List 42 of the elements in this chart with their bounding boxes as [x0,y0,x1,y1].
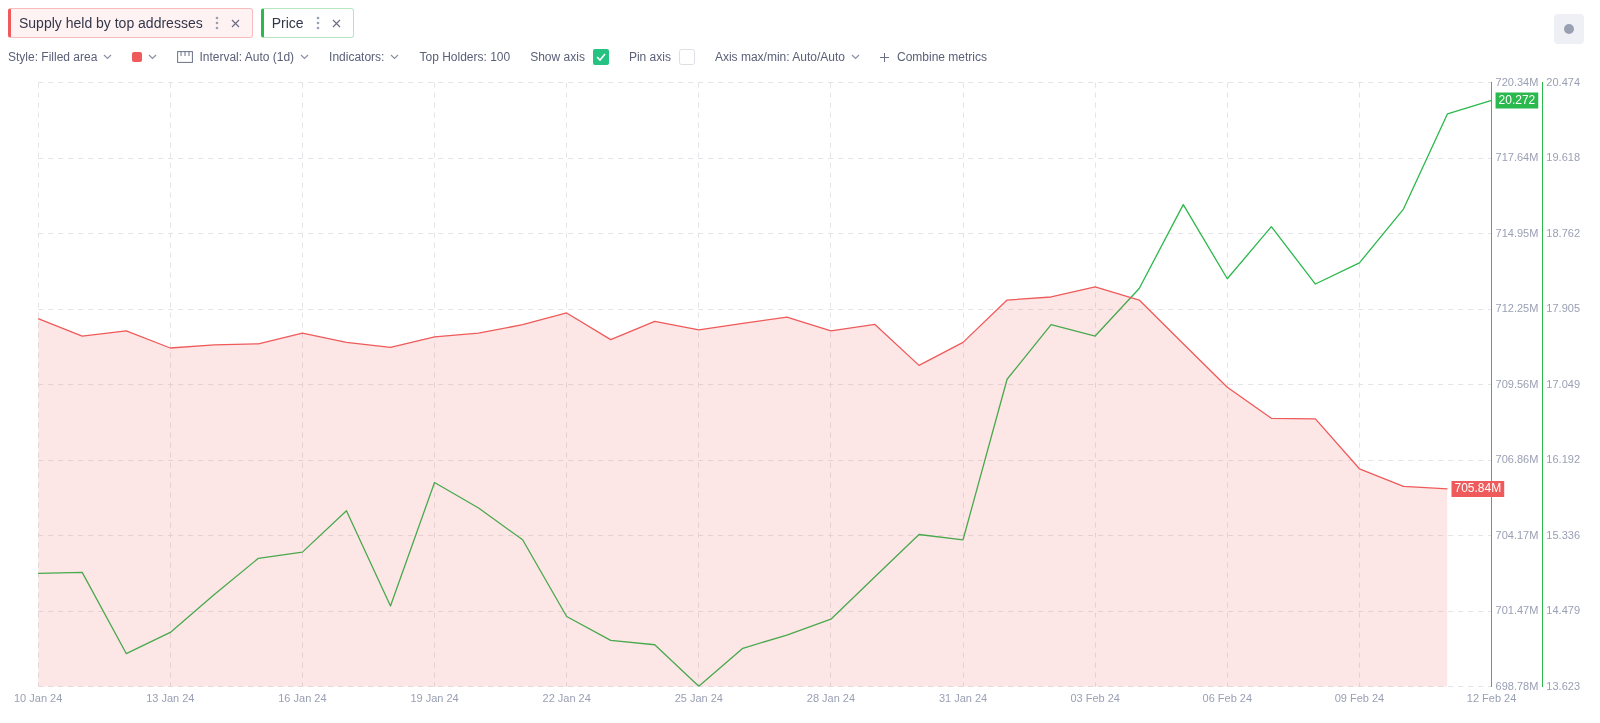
y2-tick-label: 19.618 [1546,151,1581,164]
y-tick-label: 720.34M [1495,75,1539,88]
x-tick-label: 28 Jan 24 [806,692,856,705]
text: Pin axis [628,50,671,64]
y-tick-label: 709.56M [1495,377,1539,390]
x-tick-label: 22 Jan 24 [542,692,591,705]
y2-tick-label: 18.762 [1546,226,1581,239]
y-tick-label: 714.95M [1495,226,1539,239]
text: Show axis [530,50,585,64]
x-tick-label: 03 Feb 24 [1070,692,1120,705]
text: Combine metrics [896,50,988,64]
y-tick-label: 706.86M [1495,453,1539,466]
x-tick-label: 12 Feb 24 [1466,692,1517,705]
x-tick-label: 10 Jan 24 [14,692,63,705]
x-tick-label: 19 Jan 24 [410,692,459,705]
x-tick-label: 09 Feb 24 [1334,692,1385,705]
text: Price [271,15,304,31]
y2-tick-label: 16.192 [1546,453,1581,466]
y2-tick-label: 13.623 [1546,679,1581,692]
x-tick-label: 06 Feb 24 [1202,692,1253,705]
y2-tick-label: 15.336 [1546,528,1581,541]
y-tick-label: 704.17M [1495,528,1539,541]
text: Top Holders: 100 [419,50,511,64]
x-tick-label: 25 Jan 24 [674,692,723,705]
text: Axis max/min: Auto/Auto [714,50,845,64]
data-label: 705.84M [1454,481,1502,496]
y-tick-label: 712.25M [1495,302,1539,315]
text: Style: Filled area [8,50,98,64]
x-tick-label: 16 Jan 24 [278,692,327,705]
y2-tick-label: 20.474 [1546,75,1581,88]
y-tick-label: 717.64M [1495,151,1539,164]
text: Interval: Auto (1d) [199,50,295,64]
text: Indicators: [329,50,385,64]
y-tick-label: 698.78M [1495,679,1539,692]
text: Supply held by top addresses [19,15,203,31]
data-label: 20.272 [1498,92,1536,107]
x-tick-label: 13 Jan 24 [146,692,195,705]
y-tick-label: 701.47M [1495,604,1539,617]
x-tick-label: 31 Jan 24 [938,692,988,705]
y2-tick-label: 14.479 [1546,604,1581,617]
y2-tick-label: 17.049 [1546,377,1581,390]
y2-tick-label: 17.905 [1546,302,1581,315]
